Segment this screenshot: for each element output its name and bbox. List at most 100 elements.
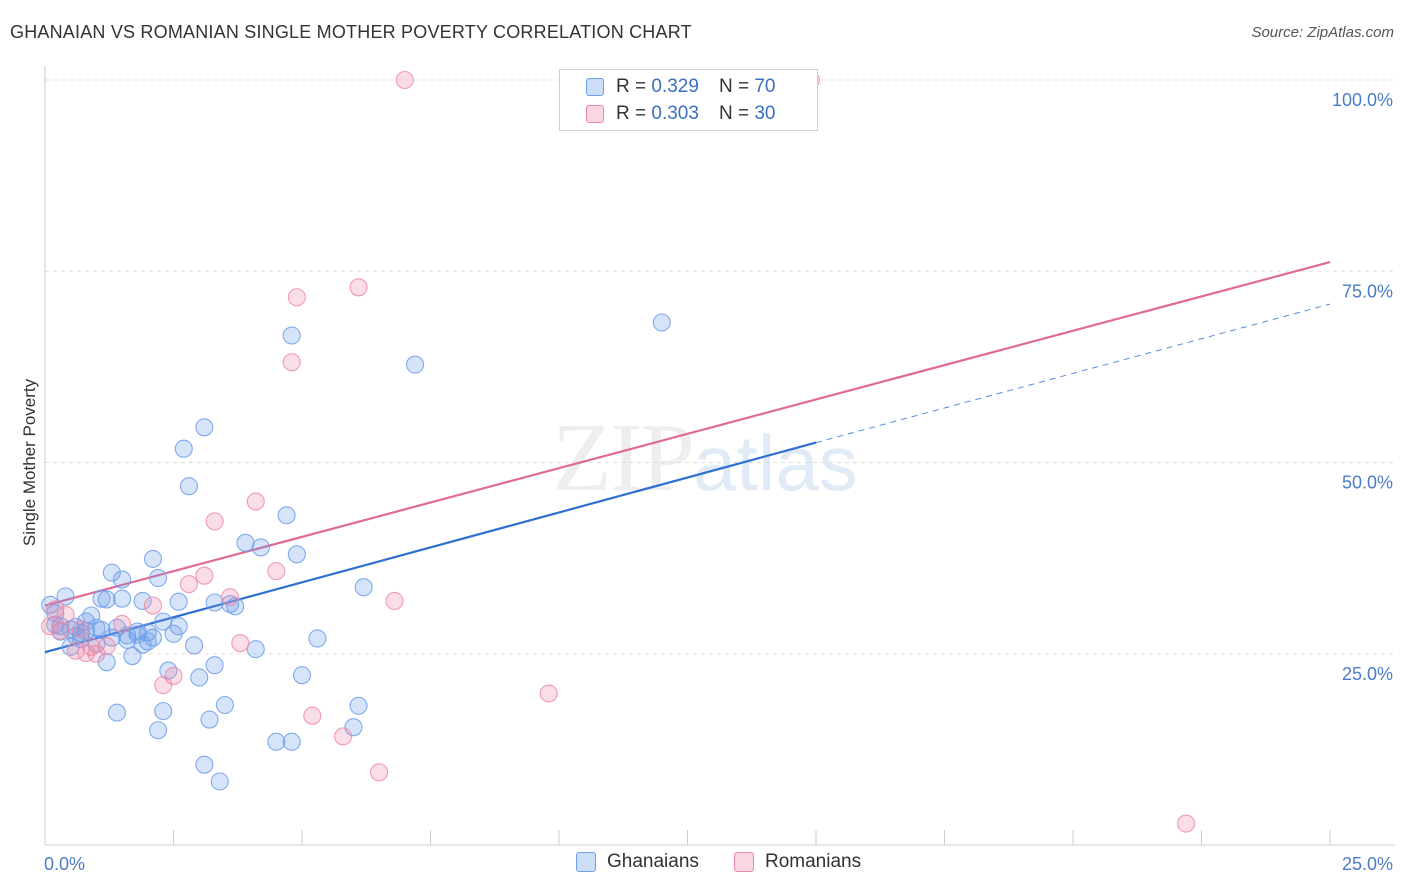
- axes: [44, 66, 1395, 846]
- ghanaians-point: [174, 439, 193, 458]
- y-tick-label: 50.0%: [1342, 473, 1393, 493]
- ghanaians-point: [292, 666, 312, 685]
- ghanaians-trend-line: [44, 441, 817, 654]
- ghanaians-point: [107, 703, 127, 722]
- romanians-point: [539, 684, 558, 703]
- ghanaians-point: [205, 656, 224, 675]
- legend-r-label: R =: [616, 76, 647, 97]
- data-points: [41, 70, 1196, 833]
- ghanaians-point: [354, 578, 373, 597]
- romanians-point: [246, 492, 265, 511]
- ghanaians-point: [282, 326, 301, 345]
- romanians-point: [164, 666, 183, 685]
- romanians-point: [56, 605, 75, 624]
- legend-n-label: N =: [718, 103, 750, 124]
- ghanaians-point: [652, 313, 671, 332]
- ghanaians-point: [179, 477, 198, 496]
- romanians-point: [143, 596, 162, 615]
- axis-labels: 100.0% 75.0% 50.0% 25.0% 0.0% 25.0% Single Mot…: [20, 90, 1393, 874]
- romanians-point: [370, 763, 389, 782]
- grid-lines: [45, 79, 1395, 655]
- romanians-point: [282, 353, 301, 372]
- ghanaians-point: [154, 702, 173, 721]
- ghanaians-point: [118, 626, 137, 645]
- romanians-point: [71, 620, 91, 639]
- ghanaians-point: [344, 718, 363, 737]
- romanians-trend-line: [44, 261, 1331, 607]
- ghanaians-point: [51, 617, 70, 636]
- romanians-point: [385, 591, 404, 611]
- ghanaians-point: [113, 589, 132, 608]
- y-axis-title: Single Mother Poverty: [20, 378, 39, 546]
- legend-row-ghanaians: R = 0.329 N = 70: [586, 75, 775, 99]
- legend-label-romanians: Romanians: [765, 851, 862, 872]
- romanians-point: [1177, 814, 1196, 833]
- ghanaians-point: [236, 533, 255, 552]
- romanians-point: [349, 278, 368, 297]
- legend-row-romanians: R = 0.303 N = 30: [586, 102, 775, 126]
- legend-r-value-romanians: 0.303: [651, 103, 699, 124]
- ghanaians-point: [185, 636, 204, 655]
- ghanaians-point: [190, 668, 209, 687]
- ghanaians-point: [277, 506, 296, 525]
- ghanaians-point: [406, 355, 425, 374]
- ghanaians-point: [159, 661, 178, 680]
- ghanaians-point: [226, 597, 245, 616]
- romanians-point: [395, 70, 414, 90]
- romanians-point: [87, 644, 106, 663]
- ghanaians-point: [133, 591, 152, 611]
- ghanaians-trend-extension: [815, 303, 1331, 444]
- ghanaians-point: [149, 568, 168, 588]
- legend-n-label: N =: [718, 76, 750, 97]
- legend-r-value-ghanaians: 0.329: [651, 76, 699, 97]
- ghanaians-point: [246, 640, 265, 659]
- romanians-point: [46, 600, 65, 619]
- legend-swatch-romanians: [586, 105, 604, 123]
- ghanaians-point: [215, 695, 234, 715]
- romanians-point: [231, 633, 250, 653]
- y-tick-label: 100.0%: [1332, 90, 1393, 110]
- romanians-point: [195, 566, 214, 585]
- ghanaians-point: [97, 590, 116, 609]
- ghanaians-point: [308, 629, 327, 648]
- romanians-point: [41, 617, 60, 636]
- x-tick-label: 25.0%: [1342, 854, 1393, 874]
- romanians-point: [267, 562, 286, 581]
- ghanaians-point: [195, 418, 214, 437]
- ghanaians-point: [251, 538, 270, 557]
- series-romanians: [41, 70, 1196, 833]
- ghanaians-point: [149, 721, 168, 740]
- romanians-point: [205, 512, 224, 531]
- ghanaians-point: [102, 563, 121, 582]
- ghanaians-point: [92, 620, 111, 640]
- ghanaians-point: [210, 772, 229, 791]
- legend-r-label: R =: [616, 103, 647, 124]
- legend-swatch-ghanaians: [576, 852, 596, 872]
- romanians-point: [220, 588, 240, 607]
- romanians-point: [179, 575, 198, 594]
- ghanaians-point: [113, 570, 132, 589]
- ghanaians-point: [169, 617, 188, 636]
- legend-item-ghanaians[interactable]: Ghanaians: [576, 851, 699, 873]
- ghanaians-point: [56, 587, 75, 606]
- ghanaians-point: [92, 589, 111, 608]
- ghanaians-point: [143, 628, 162, 647]
- romanians-point: [51, 621, 70, 640]
- ghanaians-point: [195, 755, 214, 774]
- legend-n-value-ghanaians: 70: [754, 76, 776, 97]
- legend-item-romanians[interactable]: Romanians: [734, 851, 861, 873]
- ghanaians-point: [349, 696, 368, 715]
- ghanaians-point: [205, 593, 224, 612]
- legend-n-value-romanians: 30: [754, 103, 776, 124]
- romanians-point: [334, 727, 353, 746]
- legend-label-ghanaians: Ghanaians: [607, 851, 699, 872]
- trend-lines: [44, 261, 1331, 654]
- ghanaians-point: [287, 545, 306, 564]
- ghanaians-point: [267, 732, 286, 751]
- ghanaians-point: [102, 628, 121, 647]
- ghanaians-point: [200, 710, 219, 729]
- y-tick-label: 75.0%: [1342, 281, 1393, 301]
- romanians-point: [303, 706, 322, 725]
- stats-legend: R = 0.329 N = 70 R = 0.303 N = 30: [559, 69, 818, 131]
